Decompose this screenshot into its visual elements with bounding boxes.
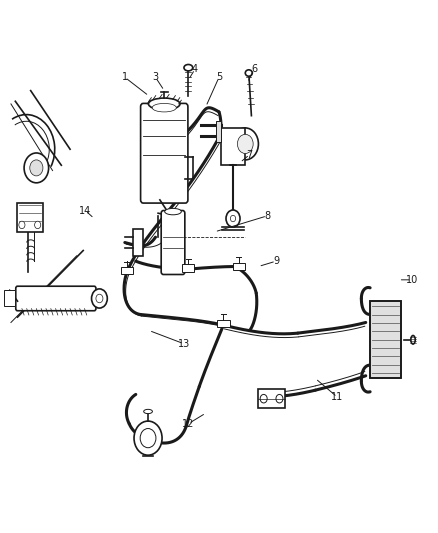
Bar	[133, 229, 143, 256]
Circle shape	[92, 289, 107, 308]
Circle shape	[19, 221, 25, 229]
Text: 1: 1	[122, 72, 128, 82]
Text: 6: 6	[251, 64, 257, 74]
Circle shape	[232, 128, 258, 160]
Circle shape	[230, 215, 236, 222]
Text: 14: 14	[79, 206, 92, 215]
Circle shape	[35, 221, 41, 229]
Ellipse shape	[152, 103, 176, 112]
FancyBboxPatch shape	[161, 211, 185, 274]
Circle shape	[134, 421, 162, 455]
Bar	[370, 301, 401, 378]
Text: 13: 13	[178, 339, 190, 349]
Bar	[233, 263, 245, 270]
Bar	[258, 389, 285, 408]
Text: 9: 9	[273, 256, 279, 266]
Circle shape	[276, 394, 283, 403]
Ellipse shape	[411, 336, 415, 344]
Ellipse shape	[148, 98, 180, 110]
Text: 11: 11	[331, 392, 343, 402]
FancyBboxPatch shape	[16, 286, 96, 311]
Text: 10: 10	[406, 275, 418, 285]
Bar	[17, 203, 43, 232]
Bar	[182, 264, 194, 272]
Ellipse shape	[245, 70, 252, 76]
Bar	[221, 128, 245, 165]
Text: 5: 5	[216, 72, 222, 82]
Circle shape	[140, 429, 156, 448]
Ellipse shape	[144, 409, 152, 414]
Bar	[216, 121, 221, 142]
Text: 3: 3	[152, 72, 159, 82]
Circle shape	[30, 160, 43, 176]
Ellipse shape	[165, 208, 181, 215]
Ellipse shape	[184, 64, 193, 71]
Circle shape	[237, 134, 253, 154]
Text: 8: 8	[264, 211, 270, 221]
Circle shape	[260, 394, 267, 403]
Text: 12: 12	[182, 419, 194, 429]
Text: 4: 4	[192, 64, 198, 74]
Circle shape	[96, 294, 103, 303]
Circle shape	[24, 153, 49, 183]
Bar	[4, 290, 15, 306]
Bar	[217, 320, 230, 327]
Text: 7: 7	[247, 150, 253, 159]
FancyBboxPatch shape	[141, 103, 188, 203]
Circle shape	[226, 210, 240, 227]
Bar	[370, 301, 401, 378]
Bar	[121, 267, 133, 274]
